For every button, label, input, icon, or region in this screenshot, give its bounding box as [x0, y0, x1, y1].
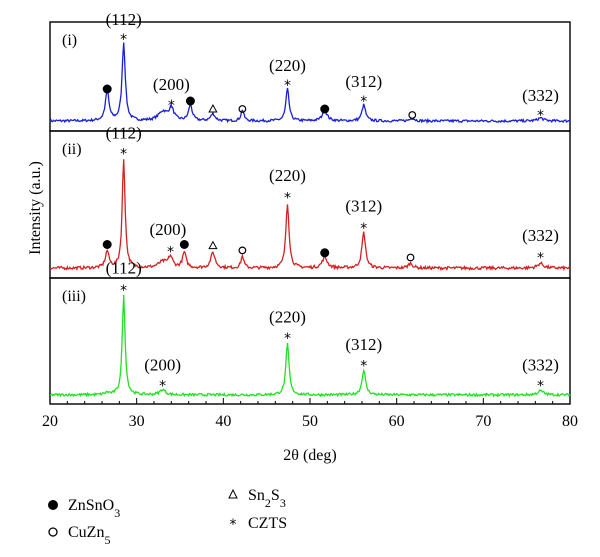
panel-label: (ii) [62, 141, 82, 158]
czts-marker: * [159, 379, 166, 395]
peak-label: (112) [106, 259, 142, 278]
filled-circle-icon [48, 500, 58, 510]
znsno3-marker [179, 240, 189, 249]
x-tick-label: 70 [475, 413, 491, 430]
legend: ZnSnO3 CuZn5 Sn2S3 * CZTS [48, 487, 287, 547]
peak-label: (312) [345, 196, 382, 215]
star-icon: * [230, 517, 237, 533]
peak-label: (332) [522, 86, 559, 105]
peak-label: (312) [345, 335, 382, 354]
x-axis: 20 30 40 50 60 70 80 [42, 398, 578, 430]
peak-label: (220) [269, 307, 306, 326]
panel-3: (iii) * * * * * (112) (200) (220) (312) (332) [49, 259, 571, 405]
cuzn5-marker [408, 111, 417, 119]
peak-label: (220) [269, 56, 306, 75]
peak-label: (332) [522, 355, 559, 374]
czts-marker: * [167, 245, 174, 261]
x-tick-label: 80 [562, 413, 578, 430]
znsno3-marker [102, 240, 112, 249]
czts-marker: * [360, 358, 367, 374]
czts-marker: * [120, 283, 127, 299]
sn2s3-marker [208, 240, 218, 250]
x-axis-label: 2θ (deg) [283, 447, 336, 464]
znsno3-marker [102, 84, 112, 94]
czts-marker: * [360, 221, 367, 237]
legend-item: CuZn5 [48, 524, 110, 547]
peak-label: (220) [269, 166, 306, 185]
panel-label: (iii) [62, 288, 86, 305]
czts-marker: * [537, 108, 544, 124]
peak-label: (200) [153, 75, 190, 94]
x-tick-label: 60 [389, 413, 405, 430]
open-circle-icon [48, 527, 58, 537]
legend-item: ZnSnO3 [48, 497, 120, 520]
znsno3-marker [320, 104, 330, 114]
legend-label: CuZn5 [68, 524, 110, 547]
czts-marker: * [284, 78, 291, 94]
peak-label: (200) [144, 355, 181, 374]
panel-label: (i) [62, 32, 77, 49]
legend-label: Sn2S3 [248, 487, 286, 510]
panel-2: (ii) * * * * * (112) (200) (220) (312) (332) [49, 123, 571, 279]
czts-marker: * [120, 147, 127, 163]
x-tick-label: 40 [215, 413, 231, 430]
cuzn5-marker [238, 246, 247, 255]
czts-marker: * [284, 331, 291, 347]
czts-marker: * [284, 190, 291, 206]
czts-marker: * [120, 32, 127, 48]
panels: (i) * * * * * (112) (200) (220) (312) (332) (ii) * * *… [49, 10, 571, 405]
panel-1: (i) * * * * * (112) (200) (220) (312) (332) [49, 10, 571, 132]
series-line [49, 159, 571, 272]
czts-marker: * [537, 379, 544, 395]
sn2s3-marker [208, 103, 218, 113]
panel-frame [49, 130, 571, 279]
legend-label: ZnSnO3 [68, 497, 120, 520]
peak-label: (200) [149, 220, 186, 239]
cuzn5-marker [238, 105, 247, 113]
legend-item: * CZTS [230, 515, 288, 533]
czts-marker: * [360, 94, 367, 110]
series-line [50, 294, 571, 398]
legend-item: Sn2S3 [228, 487, 286, 510]
open-triangle-icon [228, 488, 238, 499]
x-tick-label: 30 [129, 413, 145, 430]
cuzn5-marker [406, 253, 415, 262]
series-line [49, 42, 571, 124]
y-axis-label: Intensity (a.u.) [27, 161, 44, 255]
peak-label: (332) [522, 226, 559, 245]
x-tick-label: 20 [42, 413, 58, 430]
panel-frame [49, 277, 571, 405]
peak-label: (112) [106, 123, 142, 142]
peak-label: (112) [106, 10, 142, 29]
x-tick-label: 50 [302, 413, 318, 430]
znsno3-marker [320, 248, 330, 258]
czts-marker: * [537, 250, 544, 266]
znsno3-marker [185, 96, 195, 106]
legend-label: CZTS [248, 515, 287, 532]
panel-frame [49, 21, 571, 132]
czts-marker: * [168, 98, 175, 114]
peak-label: (312) [345, 72, 382, 91]
